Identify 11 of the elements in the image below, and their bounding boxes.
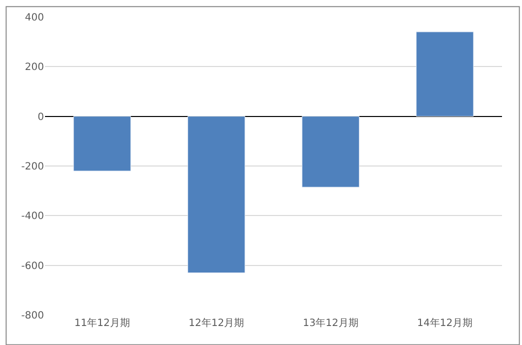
y-tick-label: -800 bbox=[21, 310, 44, 322]
y-tick-label: 200 bbox=[24, 62, 44, 74]
y-tick-label: -200 bbox=[21, 162, 44, 172]
x-tick-label: 11年12月期 bbox=[74, 317, 130, 329]
y-tick-label: -400 bbox=[21, 211, 44, 222]
y-tick-label: 0 bbox=[38, 112, 44, 123]
x-tick-label: 14年12月期 bbox=[417, 317, 473, 329]
y-tick-label: 400 bbox=[24, 12, 44, 24]
y-tick-label: -600 bbox=[21, 260, 44, 272]
x-tick-label: 12年12月期 bbox=[188, 317, 244, 329]
x-tick-label: 13年12月期 bbox=[302, 317, 358, 329]
